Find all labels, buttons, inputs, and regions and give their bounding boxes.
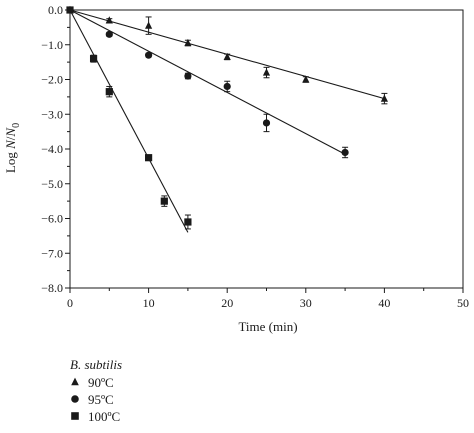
legend-label-square: 100ºC: [88, 409, 120, 424]
data-point-triangle: [302, 75, 310, 83]
legend-title: B. subtilis: [70, 357, 122, 372]
legend-marker-circle: [71, 395, 79, 403]
y-tick-label: −7.0: [41, 246, 63, 260]
y-axis-label: Log N/N0: [3, 123, 22, 173]
x-tick-label: 20: [221, 296, 233, 310]
data-point-square: [89, 55, 98, 63]
y-axis-label-log: Log: [3, 149, 18, 173]
y-tick-label: −5.0: [41, 177, 63, 191]
x-axis-label: Time (min): [238, 319, 297, 334]
legend-marker-square: [71, 412, 79, 420]
data-point-circle: [105, 30, 113, 38]
y-axis-label-subscript: 0: [11, 123, 22, 128]
data-point-circle: [223, 82, 231, 91]
data-point-triangle: [105, 16, 113, 24]
data-point-square: [160, 197, 168, 205]
data-point-triangle: [184, 38, 192, 47]
legend-label-circle: 95ºC: [88, 392, 114, 407]
legend-label-triangle: 90ºC: [88, 375, 114, 390]
data-point-triangle: [262, 68, 271, 76]
fit-lines: [69, 9, 385, 233]
y-tick-label: −1.0: [41, 38, 63, 52]
data-point-circle: [184, 72, 192, 80]
fit-line-circle: [69, 9, 346, 155]
y-tick-label: 0.0: [48, 3, 63, 17]
legend-marker-triangle: [71, 377, 79, 386]
legend: B. subtilis 90ºC 95ºC 100ºC: [70, 357, 122, 424]
x-tick-label: 50: [457, 296, 469, 310]
plot-border: [69, 9, 464, 289]
fit-line-square: [69, 9, 189, 233]
data-point-circle: [341, 148, 349, 157]
y-axis-label-n0: N: [3, 127, 18, 138]
plot-frame: [69, 9, 464, 289]
data-point-square: [105, 88, 113, 96]
y-tick-label: −2.0: [41, 73, 63, 87]
x-tick-label: 30: [300, 296, 312, 310]
y-tick-label: −4.0: [41, 142, 63, 156]
data-point-triangle: [380, 94, 388, 102]
y-tick-label: −6.0: [41, 212, 63, 226]
data-point-square: [145, 154, 153, 162]
data-point-square: [184, 218, 192, 226]
x-tick-label: 40: [378, 296, 390, 310]
data-point-circle: [145, 51, 153, 59]
data-point-square: [66, 6, 74, 14]
data-point-triangle: [223, 52, 231, 61]
data-point-triangle: [145, 21, 153, 29]
x-tick-label: 10: [143, 296, 155, 310]
y-axis-ticks: 0.0 −1.0 −2.0 −3.0 −4.0 −5.0 −6.0 −7.0 −8.0: [41, 3, 70, 295]
y-axis-label-n: N: [3, 139, 18, 150]
x-axis-ticks: 0 10 20 30 40 50: [67, 288, 469, 310]
x-tick-label: 0: [67, 296, 73, 310]
legend-items: 90ºC 95ºC 100ºC: [71, 375, 120, 424]
y-tick-label: −8.0: [41, 281, 63, 295]
y-axis-label-slash: /: [3, 136, 18, 140]
data-markers: [66, 5, 388, 230]
y-tick-label: −3.0: [41, 107, 63, 121]
data-point-circle: [262, 119, 271, 127]
